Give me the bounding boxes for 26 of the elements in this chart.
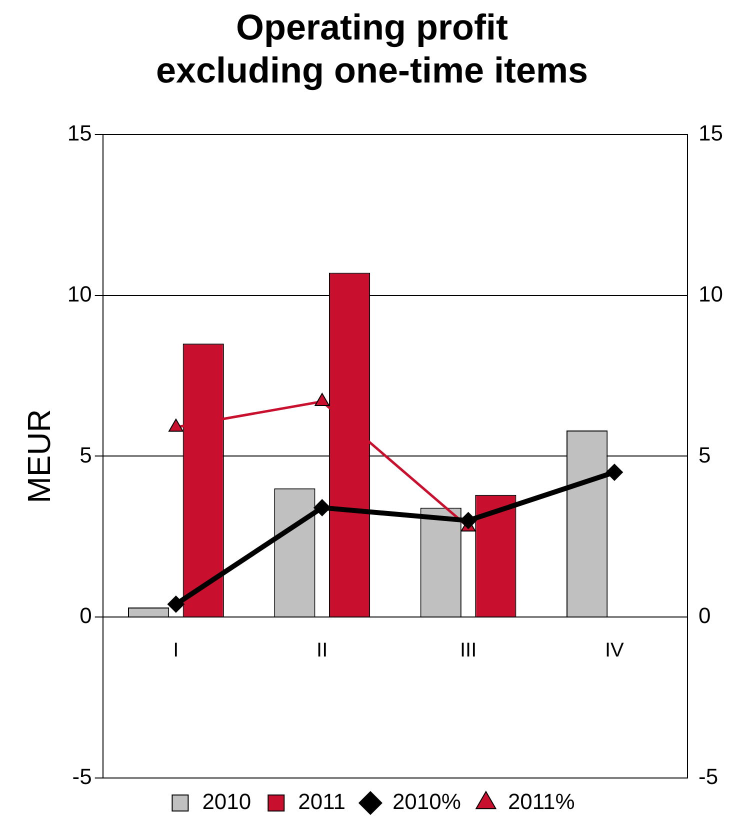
y-tick-label: 10 (67, 281, 92, 306)
legend-label: 2011 (298, 789, 346, 814)
x-tick-label: I (173, 640, 179, 662)
y-tick-label: -5 (72, 764, 92, 790)
point (314, 499, 331, 516)
y-axis-title: MEUR (21, 409, 58, 504)
y-tick-label: 0 (80, 603, 92, 628)
point (460, 512, 477, 530)
y-tick-label: 5 (80, 442, 92, 468)
point (314, 392, 330, 406)
legend-label: 2011% (508, 789, 575, 814)
y2-tick-label: 15 (698, 120, 724, 146)
point (168, 418, 184, 432)
point (167, 596, 184, 613)
y-tick-label: 15 (67, 120, 92, 146)
legend-label: 2010% (392, 789, 461, 814)
x-tick-label: III (460, 640, 477, 662)
point (606, 464, 623, 481)
x-tick-label: IV (604, 640, 625, 662)
y2-tick-label: -5 (698, 764, 718, 790)
legend-label: 2010 (202, 789, 252, 814)
y2-tick-label: 5 (698, 442, 711, 468)
y2-tick-label: 10 (698, 281, 724, 306)
y2-tick-label: 0 (698, 603, 711, 628)
chart-title: Operating profit excluding one-time items (156, 6, 588, 91)
x-tick-label: II (316, 640, 328, 662)
